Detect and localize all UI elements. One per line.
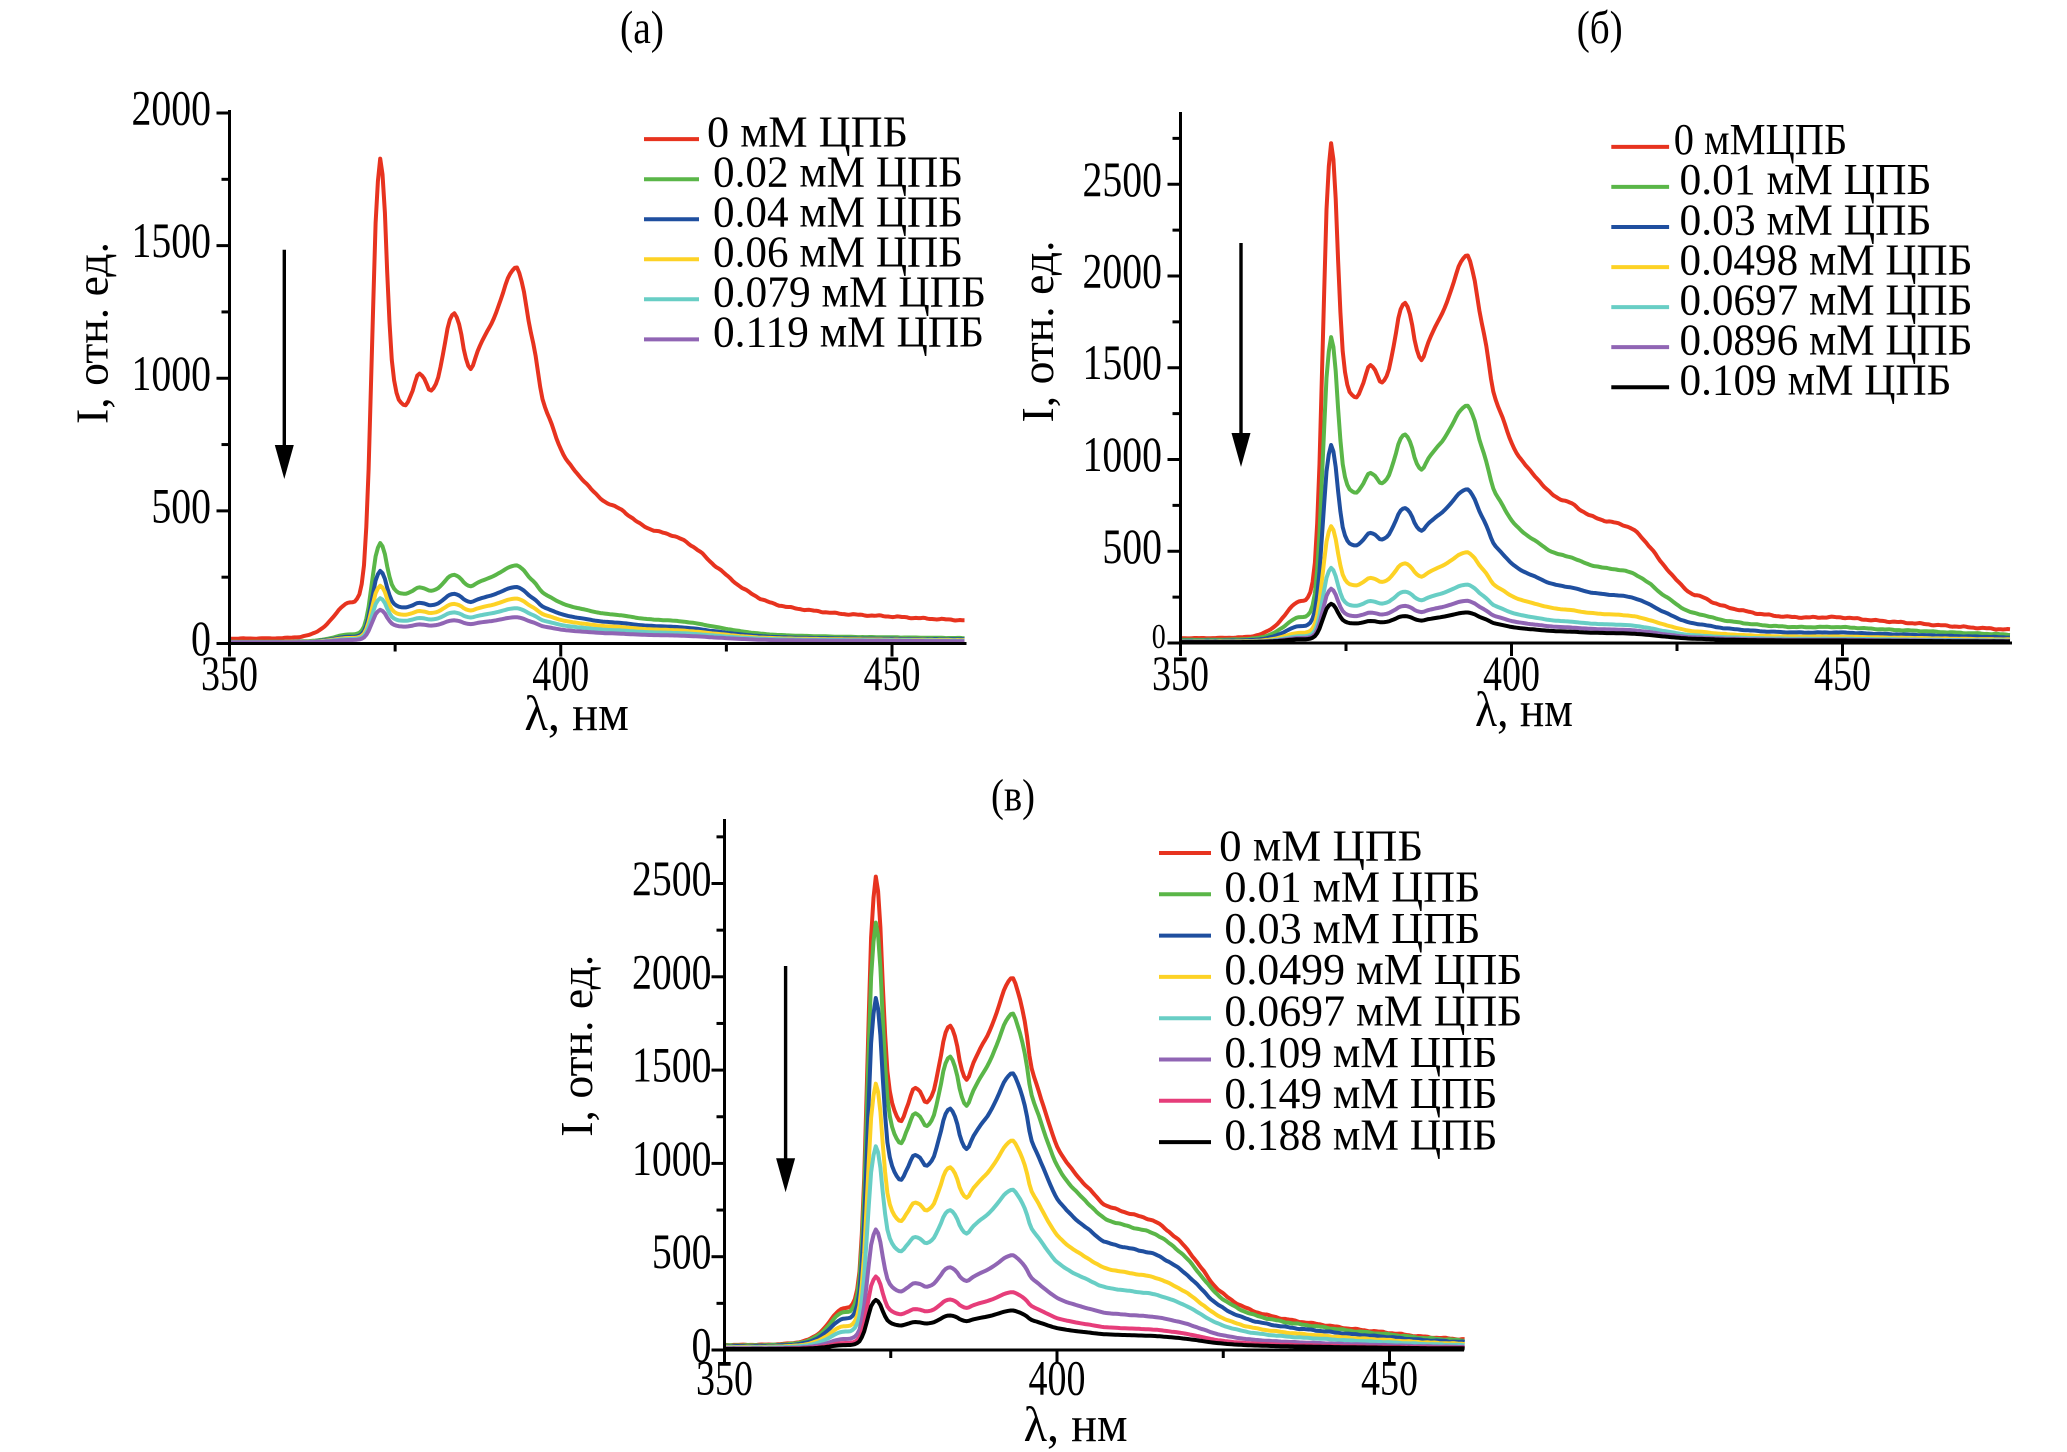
svg-text:500: 500	[1102, 518, 1162, 574]
svg-text:0.149 мМ ЦПБ: 0.149 мМ ЦПБ	[1224, 1069, 1497, 1118]
svg-text:1000: 1000	[1083, 426, 1163, 482]
svg-text:350: 350	[696, 1350, 753, 1406]
svg-text:0.01 мМ ЦПБ: 0.01 мМ ЦПБ	[1680, 155, 1932, 204]
svg-text:λ, нм: λ, нм	[1024, 1396, 1128, 1452]
svg-text:2000: 2000	[132, 80, 212, 136]
svg-text:1500: 1500	[132, 212, 212, 268]
svg-text:450: 450	[1361, 1350, 1418, 1406]
svg-text:I, отн. ед.: I, отн. ед.	[551, 955, 602, 1137]
svg-text:λ, нм: λ, нм	[524, 685, 629, 741]
svg-text:2000: 2000	[1083, 243, 1163, 299]
svg-text:0.04 мМ ЦПБ: 0.04 мМ ЦПБ	[713, 188, 963, 237]
svg-text:0.119 мМ ЦПБ: 0.119 мМ ЦПБ	[713, 308, 984, 357]
svg-text:0.02 мМ ЦПБ: 0.02 мМ ЦПБ	[713, 148, 963, 197]
svg-text:(а): (а)	[620, 2, 664, 54]
svg-text:λ, нм: λ, нм	[1475, 681, 1573, 737]
svg-text:400: 400	[1483, 645, 1540, 701]
svg-text:I, отн. ед.: I, отн. ед.	[67, 242, 118, 424]
svg-text:0.0896 мМ ЦПБ: 0.0896 мМ ЦПБ	[1680, 315, 1973, 364]
svg-text:500: 500	[652, 1223, 712, 1279]
svg-text:1500: 1500	[632, 1037, 712, 1093]
svg-text:2000: 2000	[632, 943, 712, 999]
svg-text:1000: 1000	[632, 1130, 712, 1186]
svg-text:450: 450	[1814, 645, 1871, 701]
svg-text:2500: 2500	[1083, 151, 1163, 207]
svg-text:450: 450	[864, 645, 921, 701]
svg-text:(в): (в)	[991, 770, 1035, 821]
svg-text:0.03 мМ ЦПБ: 0.03 мМ ЦПБ	[1680, 195, 1932, 244]
svg-text:0.188 мМ ЦПБ: 0.188 мМ ЦПБ	[1224, 1110, 1497, 1159]
svg-text:0: 0	[1152, 617, 1166, 656]
svg-text:0.109 мМ ЦПБ: 0.109 мМ ЦПБ	[1224, 1028, 1497, 1077]
svg-text:0.03 мМ ЦПБ: 0.03 мМ ЦПБ	[1224, 904, 1480, 953]
svg-text:0: 0	[191, 610, 211, 666]
svg-text:(б): (б)	[1577, 2, 1623, 54]
svg-text:1500: 1500	[1083, 334, 1163, 390]
svg-text:0.109 мМ ЦПБ: 0.109 мМ ЦПБ	[1680, 356, 1952, 405]
svg-text:0: 0	[692, 1317, 712, 1373]
svg-text:400: 400	[532, 645, 589, 701]
svg-text:0 мМЦПБ: 0 мМЦПБ	[1674, 115, 1848, 164]
svg-text:0.0697 мМ ЦПБ: 0.0697 мМ ЦПБ	[1224, 987, 1522, 1036]
svg-text:0 мМ ЦПБ: 0 мМ ЦПБ	[707, 107, 908, 156]
svg-text:0 мМ ЦПБ: 0 мМ ЦПБ	[1219, 821, 1423, 870]
svg-text:0.06 мМ ЦПБ: 0.06 мМ ЦПБ	[713, 228, 963, 277]
svg-text:500: 500	[151, 477, 211, 533]
svg-text:1000: 1000	[132, 345, 212, 401]
svg-text:350: 350	[1152, 645, 1209, 701]
svg-text:350: 350	[201, 645, 258, 701]
svg-text:400: 400	[1029, 1350, 1086, 1406]
svg-text:2500: 2500	[632, 850, 712, 906]
svg-text:0.0697 мМ ЦПБ: 0.0697 мМ ЦПБ	[1680, 275, 1973, 324]
svg-text:0.0498 мМ ЦПБ: 0.0498 мМ ЦПБ	[1680, 235, 1973, 284]
svg-text:0.0499 мМ ЦПБ: 0.0499 мМ ЦПБ	[1224, 945, 1522, 994]
svg-text:0.01 мМ ЦПБ: 0.01 мМ ЦПБ	[1224, 863, 1480, 912]
svg-text:0.079 мМ ЦПБ: 0.079 мМ ЦПБ	[713, 268, 986, 317]
svg-text:I, отн. ед.: I, отн. ед.	[1012, 241, 1063, 423]
